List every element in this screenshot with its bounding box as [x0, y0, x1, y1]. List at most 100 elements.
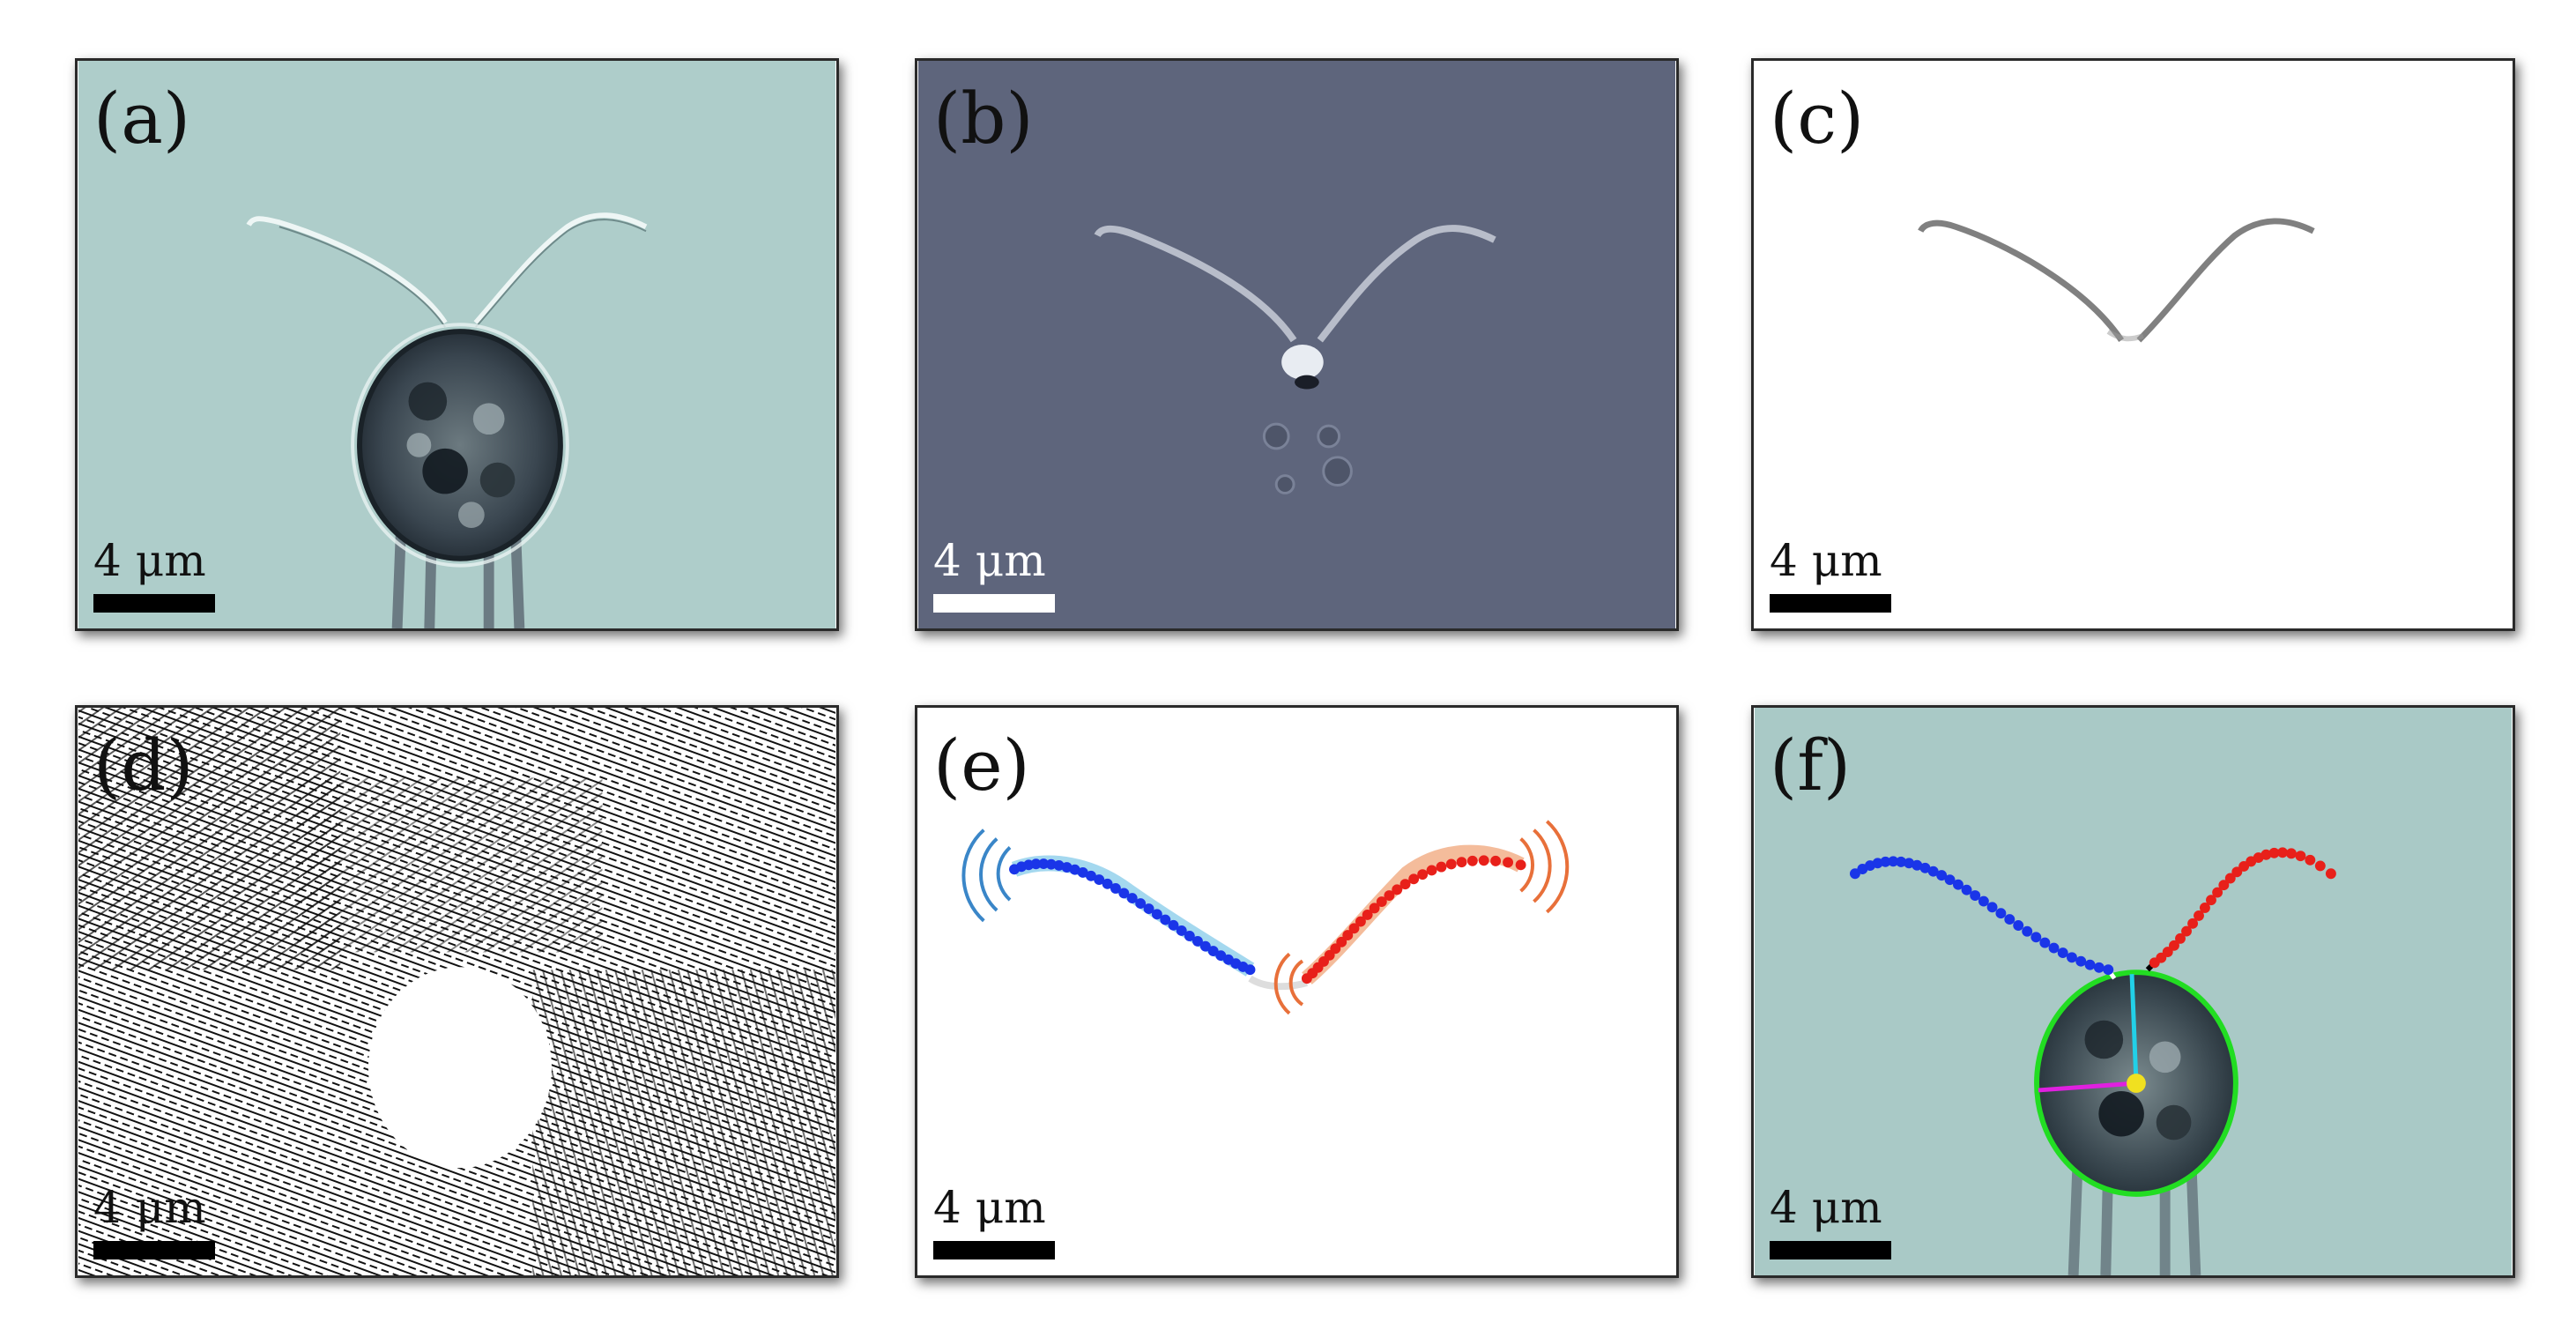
left-track-point: [1151, 909, 1162, 920]
left-track-point: [1244, 964, 1256, 976]
right-track-point: [2199, 903, 2210, 913]
left-track-point: [1094, 874, 1105, 886]
major-axis: [2129, 974, 2139, 1084]
left-track-point: [1045, 858, 1057, 870]
left-track-point: [2039, 937, 2051, 948]
left-track-point: [2103, 964, 2114, 976]
left-track-point: [1944, 874, 1956, 886]
left-track-point: [1086, 870, 1096, 881]
scale-bar-label: 4 μm: [1770, 535, 1882, 586]
right-track-point: [2218, 880, 2230, 891]
right-track-point: [1445, 858, 1457, 870]
left-track-point: [1953, 879, 1964, 890]
right-track-point: [1376, 896, 1387, 907]
right-track-point: [1330, 943, 1341, 955]
right-track-point: [2325, 868, 2336, 880]
panel-f-overlay: (f) 4 μm: [1751, 705, 2515, 1278]
left-track-point: [1888, 856, 1899, 867]
left-track-point: [1961, 884, 1972, 895]
panel-label: (b): [933, 78, 1034, 160]
right-track-point: [1369, 903, 1380, 914]
right-track-point: [1417, 869, 1429, 880]
left-track-point: [1904, 858, 1915, 869]
tracked-flagella-image: [918, 708, 1675, 1275]
right-track-point: [2305, 854, 2316, 866]
panel-label: (c): [1770, 78, 1865, 160]
left-track-point: [1970, 890, 1981, 901]
right-track-point: [1399, 879, 1411, 890]
scale-bar: [93, 1241, 215, 1259]
right-track-point: [1336, 936, 1347, 947]
right-track-point: [2206, 895, 2216, 906]
right-track-point: [2277, 847, 2288, 858]
scale-bar: [1770, 594, 1891, 613]
left-track-point: [2084, 959, 2096, 970]
left-track-point: [1872, 858, 1883, 869]
scale-bar-label: 4 μm: [93, 1182, 206, 1233]
right-track-point: [1384, 890, 1395, 901]
orientation-field-image: [78, 708, 835, 1275]
right-track-point: [2187, 918, 2199, 929]
left-track-point: [1030, 858, 1042, 870]
left-track-point: [1184, 931, 1195, 941]
right-track-point: [1362, 909, 1373, 920]
right-track-point: [2169, 940, 2179, 951]
left-track-point: [1896, 856, 1907, 867]
minor-axis: [2038, 1081, 2137, 1093]
left-track-point: [2013, 920, 2024, 931]
left-track-point: [2004, 914, 2016, 925]
right-track-point: [2314, 860, 2326, 872]
left-track-point: [1919, 862, 1931, 873]
right-track-point: [2194, 910, 2204, 921]
left-track-point: [1143, 903, 1154, 915]
left-track-point: [2075, 955, 2087, 967]
subtracted-image: [918, 61, 1675, 628]
left-track-point: [1986, 902, 1998, 913]
scale-bar: [933, 1241, 1055, 1259]
right-track-point: [1426, 865, 1437, 876]
left-track-point: [1978, 895, 1989, 907]
scale-bar-label: 4 μm: [933, 535, 1046, 586]
right-flagellum-points: [1301, 855, 1526, 984]
panel-d-orientation-field: (d) 4 μm: [75, 705, 839, 1278]
left-track-point: [1053, 859, 1065, 871]
cell-outline: [2034, 970, 2238, 1197]
left-track-point: [1168, 919, 1179, 931]
panel-label: (f): [1770, 724, 1852, 806]
right-track-point: [2295, 851, 2306, 862]
right-track-point: [1466, 855, 1478, 866]
left-track-point: [1135, 898, 1147, 909]
left-track-point: [1038, 858, 1050, 869]
right-flagellum-points: [2149, 847, 2336, 969]
right-track-point: [2285, 848, 2297, 859]
scale-bar: [1770, 1241, 1891, 1259]
left-track-point: [2057, 947, 2068, 959]
scale-bar: [93, 594, 215, 613]
left-flagellum-points: [1009, 858, 1256, 976]
left-track-point: [1102, 878, 1113, 889]
left-track-point: [2030, 932, 2042, 943]
panel-a-brightfield: (a) 4 μm: [75, 58, 839, 631]
right-track-point: [1408, 873, 1420, 885]
left-track-point: [1912, 859, 1923, 871]
left-track-point: [1199, 940, 1211, 952]
overlay-image: [1755, 708, 2512, 1275]
right-track-point: [2175, 932, 2186, 944]
left-track-point: [1207, 946, 1219, 956]
right-track-point: [2212, 887, 2223, 898]
enhanced-image: [1755, 61, 2512, 628]
left-track-point: [2067, 952, 2077, 963]
panel-c-flagella-enhanced: (c) 4 μm: [1751, 58, 2515, 631]
left-track-point: [1118, 888, 1130, 899]
right-track-point: [2181, 925, 2192, 937]
right-track-point: [1456, 857, 1467, 868]
cell-brightfield-image: [78, 61, 835, 628]
right-arc-markers: [1273, 820, 1570, 1015]
scale-bar-label: 4 μm: [93, 535, 206, 586]
right-track-point: [2162, 947, 2173, 957]
right-track-point: [1490, 855, 1502, 866]
right-track-point: [1348, 923, 1360, 934]
left-track-point: [1192, 935, 1203, 947]
left-track-point: [1069, 864, 1080, 875]
right-track-point: [1392, 884, 1403, 895]
